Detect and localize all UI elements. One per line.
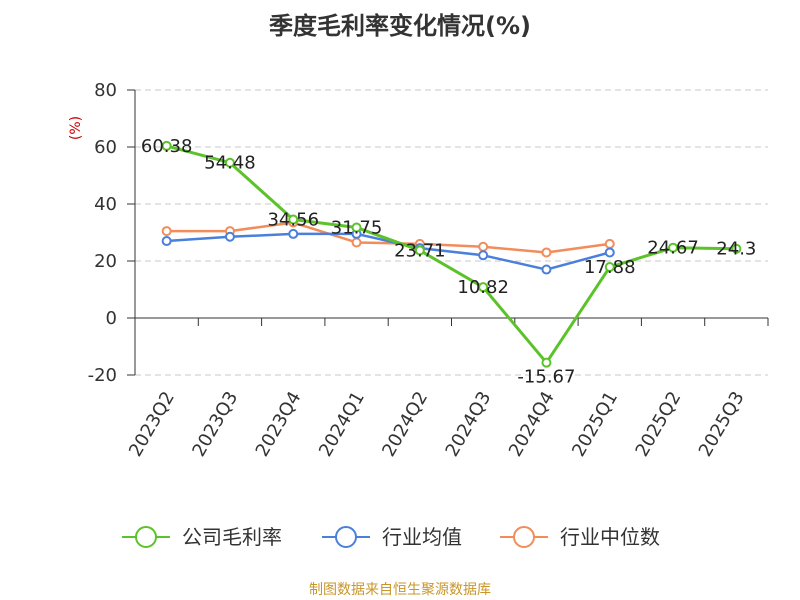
data-point: [478, 250, 489, 261]
x-tick-label: 2025Q3: [695, 388, 749, 460]
data-point: [288, 228, 299, 239]
legend-marker: [335, 526, 357, 548]
source-note: 制图数据来自恒生聚源数据库: [309, 582, 491, 598]
data-point: [351, 222, 362, 233]
data-point: [161, 236, 172, 247]
y-tick-label: 60: [94, 137, 117, 158]
legend-marker: [513, 526, 535, 548]
x-tick-label: 2024Q1: [315, 388, 369, 460]
data-point: [541, 357, 552, 368]
data-label: 24.67: [647, 238, 699, 259]
data-point: [541, 247, 552, 258]
data-point: [731, 243, 742, 254]
data-point: [604, 247, 615, 258]
x-tick-label: 2024Q4: [505, 388, 559, 460]
legend-label: 公司毛利率: [182, 525, 282, 549]
series-line: [166, 232, 611, 271]
y-tick-label: 80: [94, 80, 117, 101]
data-point: [414, 245, 425, 256]
data-labels: 60.38 54.48 34.56 31.75 23.71 10.82 -15.67 17.8…: [141, 136, 757, 388]
x-tick-label: 2024Q3: [442, 388, 496, 460]
data-label: 24.3: [716, 239, 756, 260]
data-point: [224, 157, 235, 168]
data-point: [161, 226, 172, 237]
y-axis-label: (%): [68, 116, 84, 140]
x-tick-label: 2024Q2: [378, 388, 432, 460]
data-label: 54.48: [204, 153, 256, 174]
x-tick-label: 2023Q4: [252, 388, 306, 460]
data-label: 23.71: [394, 240, 446, 261]
data-label: -15.67: [517, 367, 575, 388]
legend-label: 行业中位数: [560, 525, 660, 549]
data-label: 10.82: [457, 277, 509, 298]
y-tick-labels: -20 0 20 40 60 80: [88, 80, 117, 386]
legend-label: 行业均值: [382, 525, 462, 549]
axes: [127, 89, 769, 376]
data-point: [604, 238, 615, 249]
data-point: [351, 237, 362, 248]
data-label: 34.56: [267, 210, 319, 231]
x-tick-label: 2023Q2: [125, 388, 179, 460]
data-point: [161, 140, 172, 151]
data-point: [668, 242, 679, 253]
x-tick-label: 2023Q3: [188, 388, 242, 460]
data-label: 31.75: [331, 218, 383, 239]
data-point: [288, 214, 299, 225]
series-line: [166, 144, 737, 365]
chart-title: 季度毛利率变化情况(%): [269, 12, 531, 40]
y-tick-label: 40: [94, 194, 117, 215]
data-point: [478, 241, 489, 252]
data-label: 60.38: [141, 136, 193, 157]
data-point: [478, 282, 489, 293]
series-line: [166, 221, 610, 254]
data-point: [224, 231, 235, 242]
series-lines: [161, 140, 742, 368]
grid-lines: [135, 89, 768, 376]
data-label: 17.88: [584, 257, 636, 278]
legend: 公司毛利率 行业均值 行业中位数: [122, 525, 660, 549]
x-tick-label: 2025Q2: [631, 388, 685, 460]
x-tick-labels: 2023Q2 2023Q3 2023Q4 2024Q1 2024Q2 2024Q3 2024…: [125, 388, 749, 460]
data-point: [604, 262, 615, 273]
y-tick-label: -20: [88, 365, 117, 386]
data-point: [541, 264, 552, 275]
x-tick-label: 2025Q1: [568, 388, 622, 460]
legend-marker: [135, 526, 157, 548]
y-tick-label: 0: [106, 308, 117, 329]
y-tick-label: 20: [94, 251, 117, 272]
